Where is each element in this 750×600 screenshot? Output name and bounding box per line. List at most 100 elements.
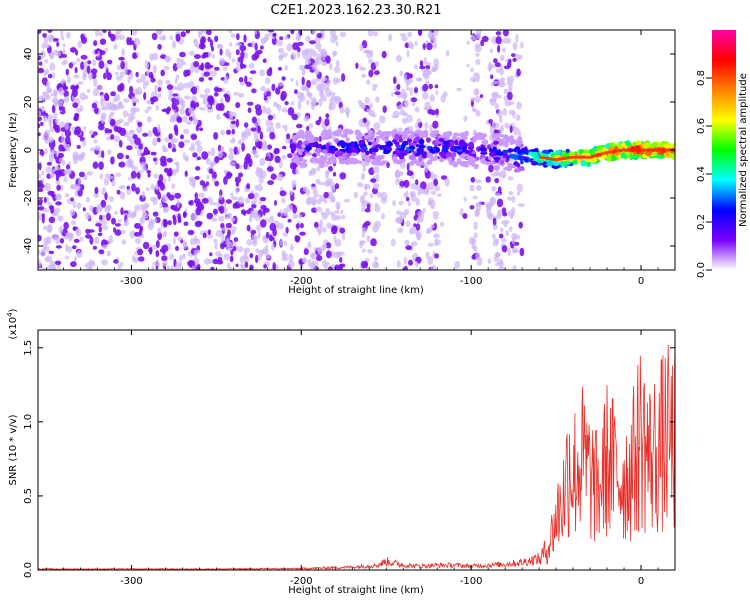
noise-dot: [466, 63, 470, 68]
ridge-point: [514, 168, 519, 173]
ridge-point: [469, 137, 475, 141]
noise-dot: [131, 30, 138, 36]
noise-dot: [374, 220, 382, 228]
noise-dot: [176, 57, 180, 65]
noise-dot: [44, 129, 51, 137]
noise-dot: [201, 54, 206, 59]
noise-dot: [90, 68, 98, 74]
noise-dot: [422, 43, 426, 50]
noise-dot: [150, 196, 156, 202]
noise-dot: [303, 248, 309, 256]
noise-dot: [52, 149, 56, 155]
noise-dot: [235, 187, 239, 193]
noise-dot: [205, 181, 210, 187]
ridge-point: [291, 135, 297, 140]
noise-dot: [232, 203, 238, 209]
noise-dot: [76, 250, 83, 259]
noise-dot: [308, 48, 315, 53]
noise-dot: [100, 199, 107, 208]
noise-dot: [138, 256, 145, 262]
ridge-point: [465, 149, 471, 155]
ridge-point: [328, 145, 336, 149]
noise-dot: [220, 129, 226, 136]
noise-dot: [125, 154, 130, 160]
ridge-point: [503, 152, 509, 159]
noise-dot: [233, 91, 240, 96]
ridge-point: [351, 148, 358, 153]
noise-dot: [69, 185, 77, 190]
noise-dot: [239, 44, 247, 52]
noise-dot: [45, 68, 50, 74]
noise-dot: [251, 149, 259, 155]
ridge-point: [322, 134, 328, 140]
noise-dot: [38, 174, 42, 179]
noise-dot: [79, 92, 87, 101]
noise-dot: [53, 124, 60, 131]
noise-dot: [137, 204, 140, 211]
noise-dot: [476, 259, 483, 266]
noise-dot: [171, 97, 177, 104]
noise-dot: [51, 104, 56, 114]
noise-dot: [231, 196, 239, 201]
noise-dot: [60, 133, 64, 139]
noise-dot: [212, 258, 219, 265]
noise-dot: [148, 71, 154, 79]
noise-dot: [516, 183, 524, 193]
noise-dot: [171, 147, 177, 153]
noise-dot: [57, 215, 64, 222]
noise-dot: [475, 88, 479, 96]
noise-dot: [361, 67, 367, 71]
noise-dot: [501, 245, 508, 253]
noise-dot: [176, 74, 180, 80]
noise-dot: [306, 99, 310, 106]
noise-dot: [154, 84, 159, 93]
noise-dot: [167, 142, 172, 149]
noise-dot: [316, 82, 321, 91]
noise-dot: [276, 173, 284, 182]
noise-dot: [475, 52, 480, 58]
noise-dot: [55, 175, 60, 182]
noise-dot: [152, 65, 157, 74]
noise-dot: [296, 41, 304, 46]
noise-dot: [381, 50, 387, 59]
noise-dot: [159, 248, 165, 253]
noise-dot: [195, 140, 202, 147]
noise-dot: [195, 166, 201, 171]
noise-dot: [336, 225, 342, 230]
noise-dot: [106, 72, 112, 81]
noise-dot: [205, 158, 211, 165]
noise-dot: [353, 191, 359, 199]
noise-dot: [407, 200, 412, 207]
noise-dot: [396, 83, 401, 90]
ridge-point: [402, 135, 407, 139]
noise-dot: [254, 154, 260, 159]
noise-dot: [55, 50, 62, 57]
noise-dot: [334, 183, 340, 190]
noise-dot: [513, 234, 521, 240]
noise-dot: [207, 258, 214, 264]
noise-dot: [183, 128, 190, 135]
noise-dot: [105, 212, 111, 221]
noise-dot: [431, 65, 437, 73]
ridge-point: [580, 160, 587, 167]
noise-dot: [375, 173, 380, 182]
noise-dot: [213, 238, 218, 243]
noise-dot: [86, 171, 94, 176]
noise-dot: [296, 123, 303, 129]
noise-dot: [481, 35, 489, 43]
noise-dot: [369, 102, 374, 109]
noise-dot: [259, 69, 265, 77]
noise-dot: [166, 265, 171, 270]
noise-dot: [334, 34, 338, 41]
noise-dot: [326, 178, 334, 184]
noise-dot: [214, 156, 220, 164]
noise-dot: [168, 88, 174, 95]
ridge-point: [409, 142, 417, 146]
noise-dot: [144, 109, 149, 114]
noise-dot: [180, 31, 187, 38]
noise-dot: [75, 108, 82, 113]
ridge-point: [447, 157, 453, 162]
noise-dot: [245, 197, 251, 204]
noise-dot: [410, 191, 415, 200]
noise-dot: [211, 217, 218, 222]
